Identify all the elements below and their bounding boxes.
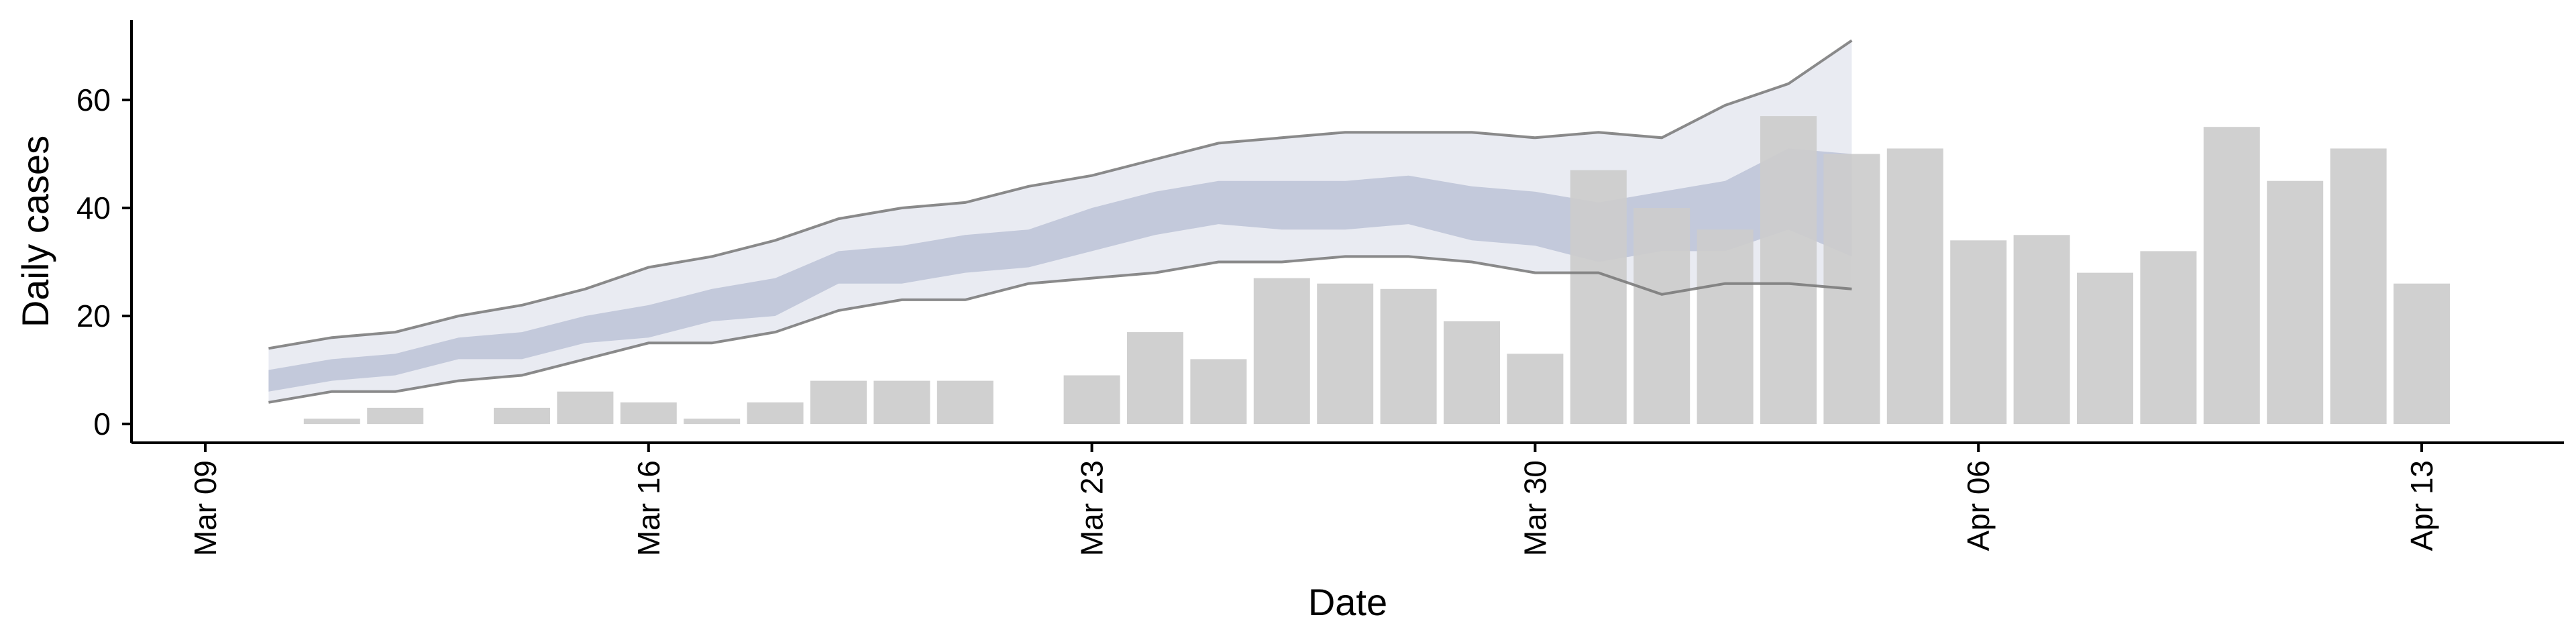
bar [2013, 235, 2070, 425]
bar [2330, 148, 2387, 424]
outer-band-upper-line [268, 39, 1853, 350]
bar [367, 407, 424, 425]
bar [2394, 283, 2450, 424]
bar [1886, 148, 1943, 424]
x-tick-label: Mar 16 [631, 460, 666, 556]
bar [620, 402, 677, 424]
bar [936, 380, 994, 424]
inner-credible-band [268, 148, 1852, 392]
outer-band-lower-line [268, 255, 1852, 404]
bar [2267, 180, 2324, 424]
bars-layer [303, 116, 2450, 425]
y-axis-title: Daily cases [14, 136, 56, 327]
bar [1127, 332, 1183, 424]
bar [2077, 272, 2133, 424]
bar [1380, 288, 1437, 425]
y-tick-label: 0 [93, 407, 111, 441]
bar [1063, 375, 1120, 424]
bar [1633, 208, 1690, 424]
bar [303, 419, 360, 425]
bar [1190, 359, 1247, 424]
bar [1317, 283, 1374, 424]
bar [1253, 278, 1310, 424]
bar [1570, 170, 1627, 424]
x-axis-title: Date [1308, 581, 1387, 623]
bar [557, 391, 614, 424]
bar [2140, 251, 2197, 424]
y-tick-label: 40 [76, 191, 111, 225]
bar [1444, 321, 1500, 424]
bar [1507, 354, 1564, 425]
inner-credible-band-layer [268, 148, 1852, 392]
bar [1760, 116, 1817, 424]
x-tick-label: Apr 06 [1961, 460, 1996, 551]
x-tick-label: Mar 23 [1075, 460, 1110, 556]
x-tick-label: Apr 13 [2404, 460, 2439, 551]
bar [747, 402, 804, 424]
ticks-layer: 0 20 40 60 Mar 09 Mar 16 Mar 23 Mar 30 Apr 06 Apr… [76, 83, 2439, 556]
x-tick-label: Mar 30 [1517, 460, 1552, 556]
bar [2203, 127, 2260, 424]
bar [494, 407, 550, 425]
bar [873, 380, 930, 424]
bar [1950, 240, 2007, 424]
bar [810, 380, 867, 424]
y-tick-label: 20 [76, 299, 111, 333]
axes-layer [130, 20, 2564, 444]
band-lines-layer [268, 39, 1853, 404]
bar [684, 419, 741, 425]
bar [1697, 229, 1754, 424]
y-tick-label: 60 [76, 83, 111, 117]
x-tick-label: Mar 09 [188, 460, 223, 556]
